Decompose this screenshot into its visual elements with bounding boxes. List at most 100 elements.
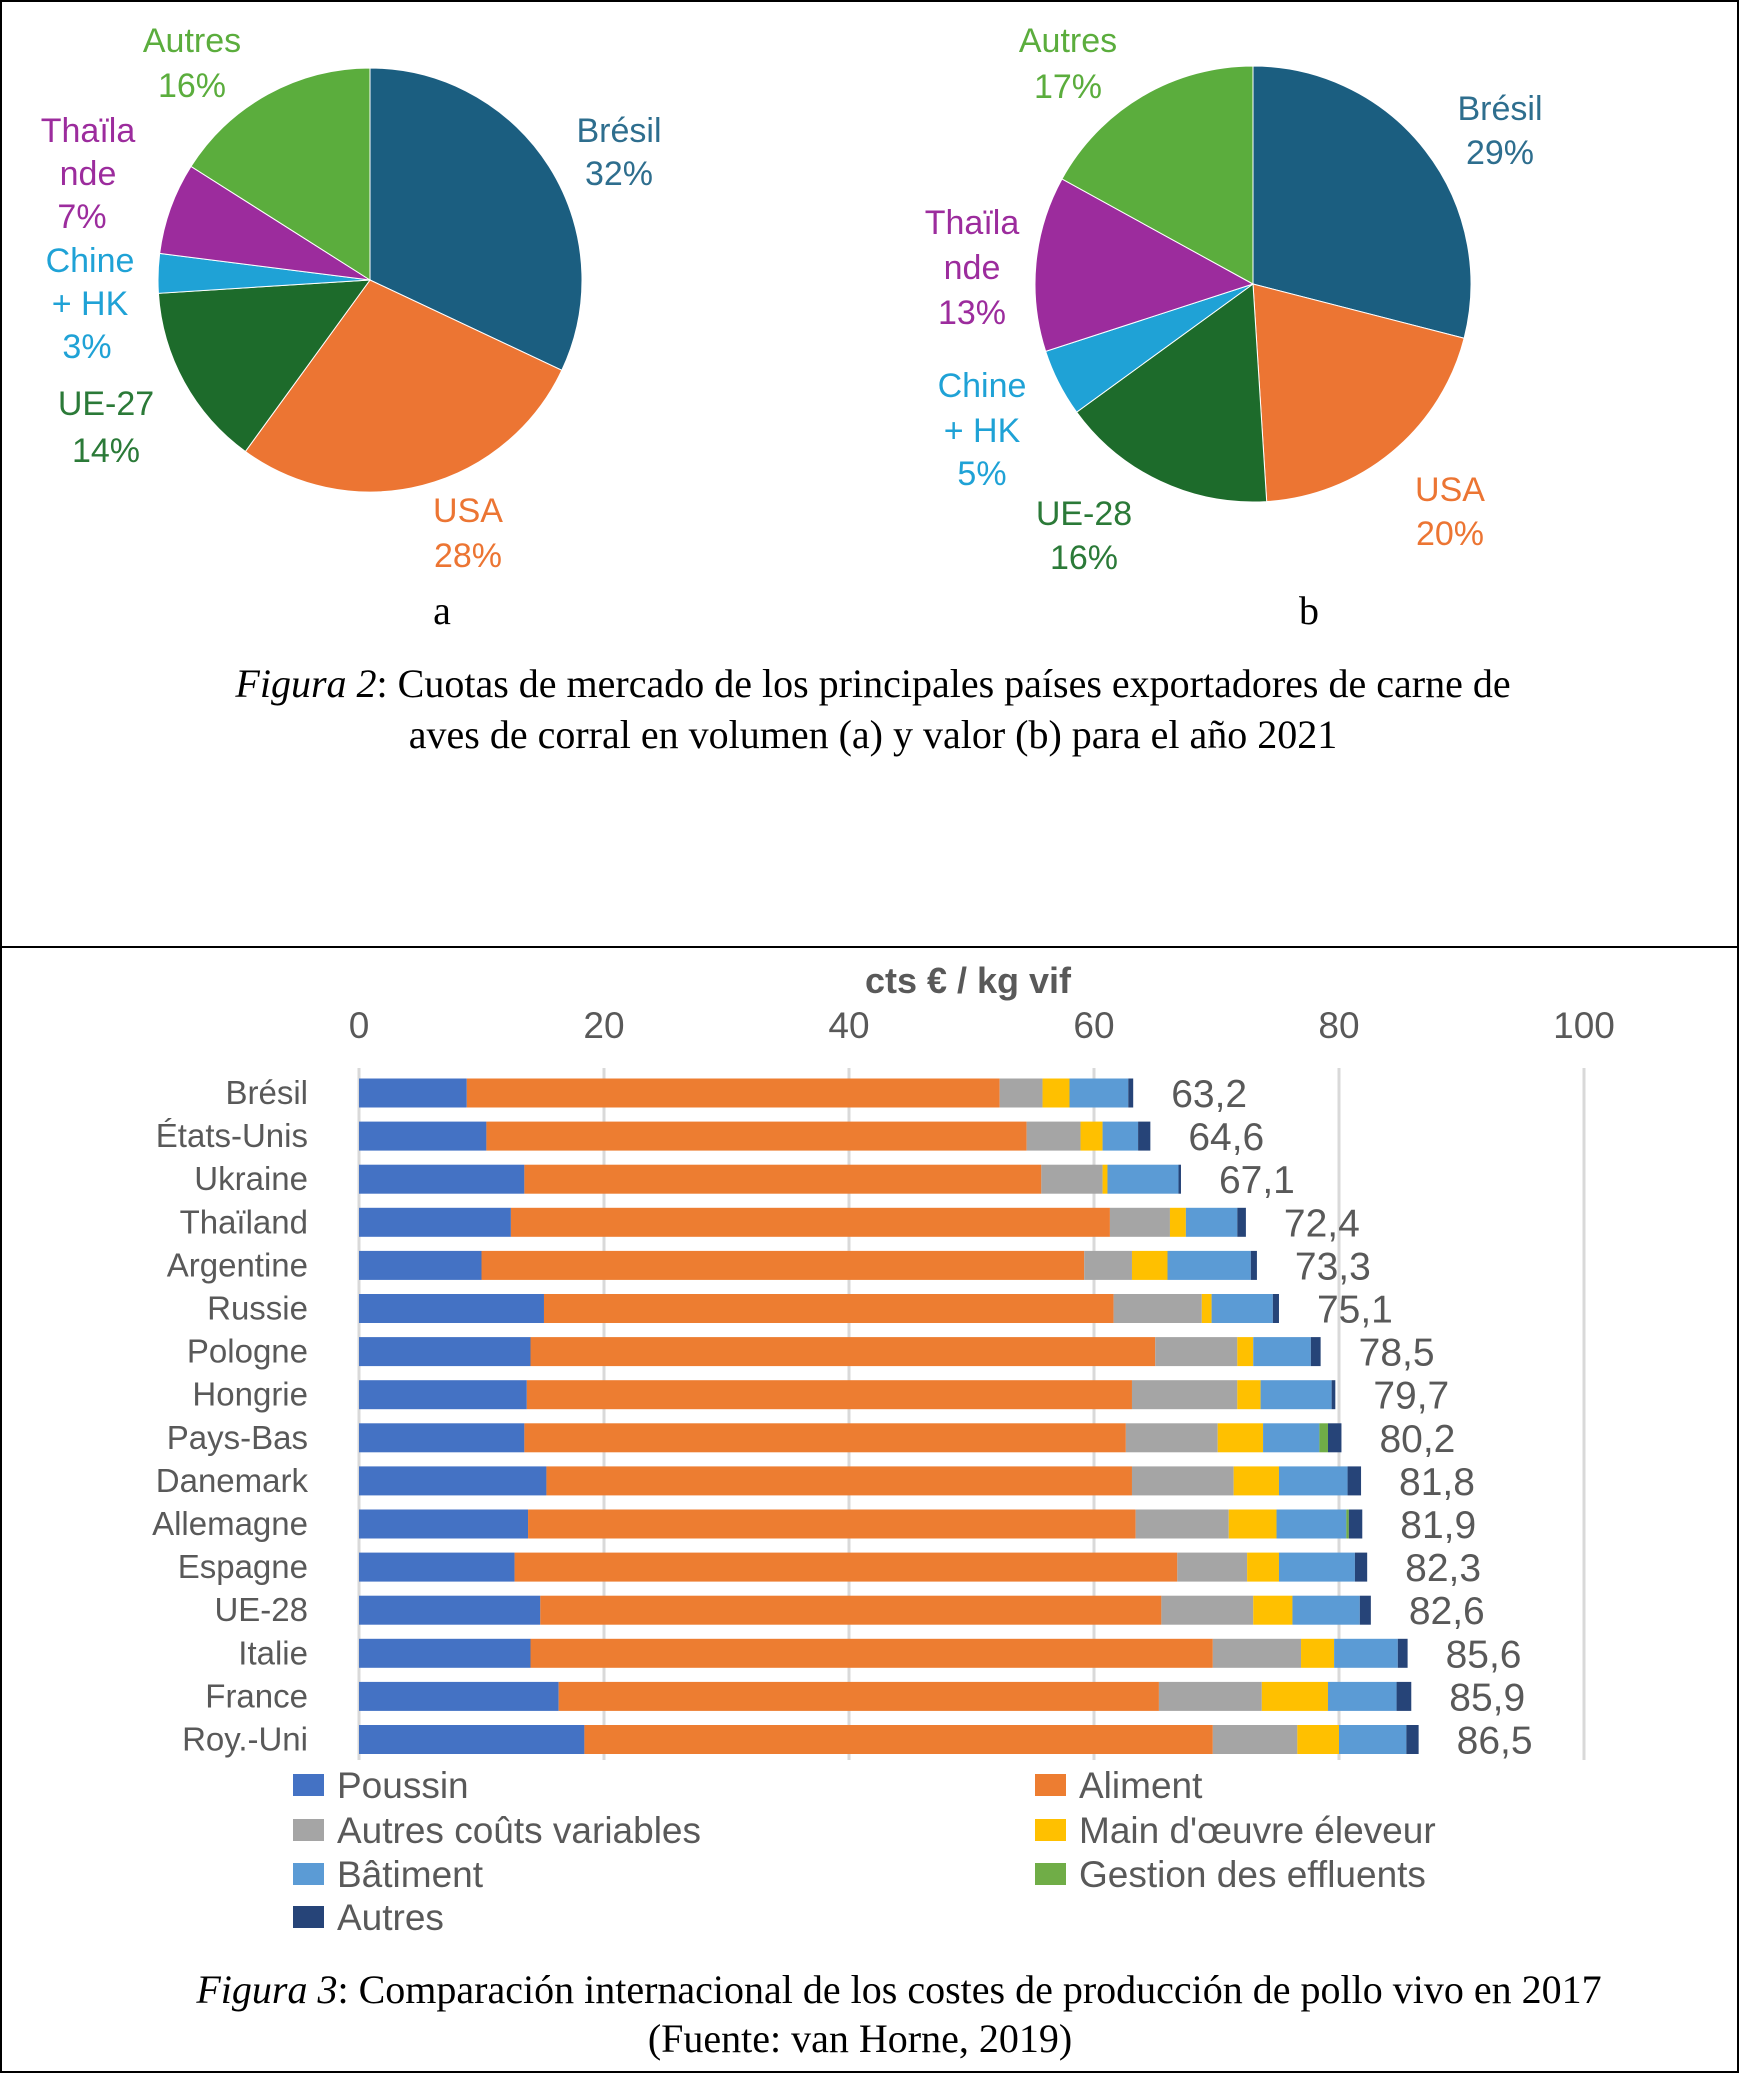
pie-slice-tha-lande	[1034, 178, 1255, 352]
bar-segment-autres	[1348, 1509, 1363, 1539]
bar-segment-aliment	[530, 1638, 1213, 1668]
total-label: 81,8	[1399, 1461, 1475, 1504]
x-tick-label: 40	[828, 1005, 869, 1046]
bar-segment-main-d-uvre-leveur	[1233, 1466, 1279, 1496]
pie-label: Thaïla	[925, 204, 1020, 242]
pie-chart-volume: Autres 16% Brésil 32% Thaïla nde 7% Chine + HK 3%…	[41, 22, 662, 575]
pie-slice-br-sil	[369, 67, 583, 371]
bar-segment-b-timent	[1278, 1466, 1348, 1496]
legend-label: Bâtiment	[337, 1854, 484, 1895]
bar-segment-poussin	[359, 1466, 547, 1496]
bar-segment-autres	[1178, 1164, 1181, 1194]
legend-swatch	[293, 1774, 324, 1796]
bar-segment-b-timent	[1339, 1725, 1407, 1754]
bar-segment-autres-co-ts-variables	[1161, 1595, 1254, 1625]
pie-slice-usa	[1252, 283, 1465, 503]
panel-a-label: a	[433, 588, 451, 633]
bar-chart-legend: Poussin Aliment Autres coûts variables Main…	[293, 1765, 1436, 1938]
bar-segment-poussin	[359, 1509, 529, 1539]
bar-segment-autres-co-ts-variables	[1177, 1552, 1248, 1582]
bar-segment-poussin	[359, 1078, 467, 1108]
bar-segment-poussin	[359, 1380, 527, 1410]
pie-label: Chine	[46, 242, 135, 280]
bar-segment-poussin	[359, 1250, 482, 1280]
legend-label: Aliment	[1079, 1765, 1203, 1806]
figure2-caption-line2: aves de corral en volumen (a) y valor (b…	[409, 712, 1338, 757]
bar-segment-gestion-des-effluents	[1346, 1509, 1349, 1539]
total-label: 75,1	[1317, 1289, 1393, 1332]
category-label: Argentine	[167, 1246, 308, 1283]
bar-segment-main-d-uvre-leveur	[1169, 1207, 1186, 1237]
bar-segment-autres	[1406, 1725, 1419, 1754]
figure2-caption: Figura 2: Cuotas de mercado de los princ…	[234, 661, 1510, 706]
bar-segment-b-timent	[1327, 1681, 1397, 1711]
figure2-caption-prefix: Figura 2	[234, 661, 376, 706]
bar-segment-autres-co-ts-variables	[1155, 1337, 1238, 1367]
pie-label: Brésil	[1457, 90, 1542, 128]
bar-segment-aliment	[546, 1466, 1132, 1496]
total-label: 67,1	[1219, 1159, 1295, 1202]
x-tick-label: 100	[1553, 1005, 1615, 1046]
bar-segment-autres	[1327, 1423, 1342, 1453]
bar-segment-aliment	[543, 1294, 1114, 1323]
total-label: 78,5	[1359, 1332, 1435, 1375]
pie-label: Thaïla	[41, 112, 136, 150]
x-tick-label: 80	[1318, 1005, 1359, 1046]
bar-segment-autres-co-ts-variables	[999, 1078, 1043, 1108]
category-label: Thaïland	[180, 1203, 308, 1240]
bar-segment-aliment	[584, 1725, 1213, 1754]
category-label: Pologne	[187, 1333, 308, 1370]
pie-label: USA	[1415, 471, 1485, 509]
legend-label: Gestion des effluents	[1079, 1854, 1426, 1895]
pie-label: Autres	[1019, 22, 1117, 60]
total-label: 64,6	[1188, 1116, 1264, 1159]
bar-segment-aliment	[466, 1078, 1000, 1108]
figure3-caption-line2: (Fuente: van Horne, 2019)	[648, 2016, 1072, 2061]
pie-label: 20%	[1416, 515, 1484, 553]
legend-label: Autres coûts variables	[337, 1810, 701, 1851]
legend-swatch	[293, 1863, 324, 1885]
bar-segment-autres-co-ts-variables	[1135, 1509, 1229, 1539]
total-label: 85,6	[1446, 1633, 1522, 1676]
bar-segment-poussin	[359, 1294, 544, 1323]
bar-segment-autres-co-ts-variables	[1212, 1638, 1302, 1668]
bar-segment-main-d-uvre-leveur	[1301, 1638, 1335, 1668]
bar-segment-autres-co-ts-variables	[1109, 1207, 1170, 1237]
bar-segment-poussin	[359, 1725, 585, 1754]
category-label: France	[205, 1677, 308, 1714]
bar-segment-main-d-uvre-leveur	[1297, 1725, 1339, 1754]
panel-b-label: b	[1299, 588, 1319, 633]
legend-label: Autres	[337, 1897, 444, 1938]
category-label: États-Unis	[156, 1117, 308, 1154]
x-tick-label: 60	[1073, 1005, 1114, 1046]
bar-segment-b-timent	[1292, 1595, 1360, 1625]
pie-label: USA	[433, 492, 503, 530]
bar-segment-b-timent	[1276, 1509, 1347, 1539]
pie-slice-br-sil	[1252, 65, 1472, 339]
figure3-caption: Figura 3: Comparación internacional de l…	[195, 1967, 1601, 2012]
bar-segment-autres	[1138, 1121, 1151, 1151]
bar-segment-autres	[1310, 1337, 1321, 1367]
pie-label: nde	[944, 249, 1001, 287]
pie-label: + HK	[52, 285, 129, 323]
bar-segment-main-d-uvre-leveur	[1228, 1509, 1277, 1539]
bar-segment-aliment	[524, 1423, 1126, 1453]
pie-label: UE-28	[1036, 495, 1132, 533]
category-label: Russie	[207, 1290, 308, 1327]
bar-segment-aliment	[540, 1595, 1162, 1625]
bar-segment-main-d-uvre-leveur	[1261, 1681, 1328, 1711]
total-label: 63,2	[1171, 1073, 1247, 1116]
bar-segment-autres-co-ts-variables	[1113, 1294, 1202, 1323]
pie-label: 5%	[957, 455, 1006, 493]
category-label: Espagne	[178, 1548, 308, 1585]
bar-segment-b-timent	[1334, 1638, 1398, 1668]
category-label: Roy.-Uni	[182, 1721, 308, 1758]
bar-segment-aliment	[486, 1121, 1027, 1151]
bar-segment-autres	[1354, 1552, 1368, 1582]
bar-segment-autres	[1250, 1250, 1257, 1280]
pie-chart-value: Autres 17% Brésil 29% Thaïla nde 13% Chine + HK 5…	[925, 22, 1543, 577]
bar-segment-aliment	[524, 1164, 1042, 1194]
figure3-caption-line1: : Comparación internacional de los coste…	[338, 1967, 1602, 2012]
bar-segment-aliment	[481, 1250, 1085, 1280]
bar-segment-gestion-des-effluents	[1319, 1423, 1328, 1453]
